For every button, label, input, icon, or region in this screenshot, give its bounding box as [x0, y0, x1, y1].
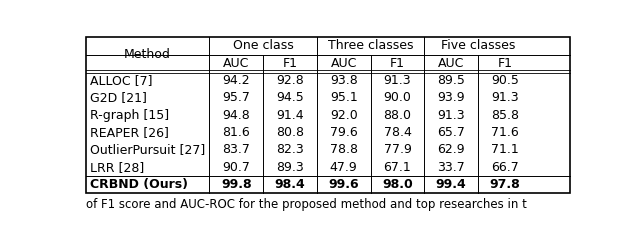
Text: 93.8: 93.8 — [330, 74, 358, 87]
Text: 88.0: 88.0 — [383, 109, 412, 122]
Text: 92.8: 92.8 — [276, 74, 304, 87]
Text: 67.1: 67.1 — [383, 161, 412, 174]
Text: 99.8: 99.8 — [221, 178, 252, 191]
Text: 78.4: 78.4 — [383, 126, 412, 139]
Text: F1: F1 — [390, 57, 405, 70]
Text: 71.1: 71.1 — [491, 143, 519, 156]
Text: AUC: AUC — [330, 57, 357, 70]
Text: 77.9: 77.9 — [383, 143, 412, 156]
Text: Method: Method — [124, 48, 171, 61]
Text: 91.3: 91.3 — [437, 109, 465, 122]
Text: AUC: AUC — [438, 57, 465, 70]
Text: 33.7: 33.7 — [437, 161, 465, 174]
Text: 71.6: 71.6 — [491, 126, 519, 139]
Text: 65.7: 65.7 — [437, 126, 465, 139]
Text: 90.7: 90.7 — [222, 161, 250, 174]
Text: 99.6: 99.6 — [328, 178, 359, 191]
Text: of F1 score and AUC-ROC for the proposed method and top researches in t: of F1 score and AUC-ROC for the proposed… — [86, 198, 527, 211]
Text: F1: F1 — [282, 57, 298, 70]
Text: F1: F1 — [497, 57, 513, 70]
Text: 81.6: 81.6 — [222, 126, 250, 139]
Text: 83.7: 83.7 — [222, 143, 250, 156]
Text: 95.7: 95.7 — [222, 91, 250, 104]
Bar — [86, 37, 570, 193]
Text: 78.8: 78.8 — [330, 143, 358, 156]
Text: 66.7: 66.7 — [491, 161, 519, 174]
Text: 99.4: 99.4 — [436, 178, 467, 191]
Text: G2D [21]: G2D [21] — [90, 91, 147, 104]
Text: 94.5: 94.5 — [276, 91, 304, 104]
Text: 98.0: 98.0 — [382, 178, 413, 191]
Text: REAPER [26]: REAPER [26] — [90, 126, 169, 139]
Text: R-graph [15]: R-graph [15] — [90, 109, 169, 122]
Text: 94.2: 94.2 — [223, 74, 250, 87]
Text: AUC: AUC — [223, 57, 250, 70]
Text: Five classes: Five classes — [441, 40, 515, 53]
Text: 79.6: 79.6 — [330, 126, 358, 139]
Text: 89.5: 89.5 — [437, 74, 465, 87]
Text: 85.8: 85.8 — [491, 109, 519, 122]
Text: 93.9: 93.9 — [437, 91, 465, 104]
Text: 91.3: 91.3 — [491, 91, 519, 104]
Text: 94.8: 94.8 — [222, 109, 250, 122]
Text: 98.4: 98.4 — [275, 178, 305, 191]
Text: ALLOC [7]: ALLOC [7] — [90, 74, 152, 87]
Text: 47.9: 47.9 — [330, 161, 358, 174]
Text: Three classes: Three classes — [328, 40, 413, 53]
Text: OutlierPursuit [27]: OutlierPursuit [27] — [90, 143, 205, 156]
Text: 80.8: 80.8 — [276, 126, 304, 139]
Text: CRBND (Ours): CRBND (Ours) — [90, 178, 188, 191]
Text: 62.9: 62.9 — [437, 143, 465, 156]
Text: LRR [28]: LRR [28] — [90, 161, 144, 174]
Text: 95.1: 95.1 — [330, 91, 358, 104]
Text: 91.3: 91.3 — [383, 74, 412, 87]
Text: 91.4: 91.4 — [276, 109, 304, 122]
Text: 97.8: 97.8 — [490, 178, 520, 191]
Text: 90.0: 90.0 — [383, 91, 412, 104]
Text: 89.3: 89.3 — [276, 161, 304, 174]
Text: 92.0: 92.0 — [330, 109, 358, 122]
Text: 90.5: 90.5 — [491, 74, 519, 87]
Text: 82.3: 82.3 — [276, 143, 304, 156]
Text: One class: One class — [233, 40, 294, 53]
